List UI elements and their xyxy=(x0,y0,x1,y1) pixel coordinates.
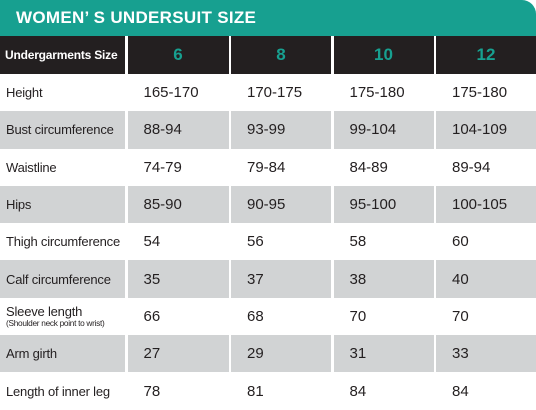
row-label: Sleeve length (Shoulder neck point to wri… xyxy=(0,298,125,335)
size-value: 85-90 xyxy=(127,185,229,224)
size-table: Undergarments Size 6 8 10 12 Height 165-170 170… xyxy=(0,36,536,410)
size-value: 89-94 xyxy=(452,158,491,176)
size-value: 88-94 xyxy=(127,111,229,149)
size-value: 165-170 xyxy=(143,84,199,102)
row-label: Arm girth xyxy=(0,335,125,373)
row-label: Bust circumference xyxy=(0,111,125,149)
row-label: Calf circumference xyxy=(0,260,125,298)
size-value: 90-95 xyxy=(231,185,331,224)
row-label-text: Length of inner leg xyxy=(6,383,110,399)
size-value: 104-109 xyxy=(436,111,536,149)
row-label: Length of inner leg xyxy=(0,372,125,409)
size-value: 54 xyxy=(143,233,161,251)
row-label-text: Waistline xyxy=(6,159,57,175)
row-label: Waistline xyxy=(0,149,125,186)
size-value: 60 xyxy=(452,233,469,251)
size-value: 175-180 xyxy=(349,84,405,102)
size-value: 56 xyxy=(247,233,264,251)
size-header: 6 xyxy=(127,36,229,74)
size-value: 79-84 xyxy=(247,158,286,176)
title: WOMEN’ S UNDERSUIT SIZE xyxy=(0,0,536,36)
row-label-text: Bust circumference xyxy=(6,122,114,138)
size-value: 84-89 xyxy=(349,158,388,176)
row-label-text: Thigh circumference xyxy=(6,234,120,250)
size-value: 70 xyxy=(452,307,469,325)
size-value: 40 xyxy=(436,260,536,298)
size-value: 84 xyxy=(349,382,367,400)
size-value: 35 xyxy=(127,260,229,298)
size-header: 8 xyxy=(231,36,331,74)
size-header: 12 xyxy=(436,36,536,74)
size-value: 81 xyxy=(247,382,264,400)
row-label: Hips xyxy=(0,185,125,224)
row-label-text: Sleeve length xyxy=(6,304,83,320)
header-label: Undergarments Size xyxy=(0,36,125,74)
size-value: 29 xyxy=(231,335,331,373)
size-value: 170-175 xyxy=(247,84,303,102)
size-value: 78 xyxy=(143,382,161,400)
size-value: 33 xyxy=(436,335,536,373)
size-value: 95-100 xyxy=(333,185,434,224)
row-label: Height xyxy=(0,74,125,111)
row-label-text: Hips xyxy=(6,197,32,213)
size-value: 27 xyxy=(127,335,229,373)
row-label-text: Height xyxy=(6,85,43,101)
row-label: Thigh circumference xyxy=(0,223,125,260)
size-value: 58 xyxy=(349,233,367,251)
size-value: 175-180 xyxy=(452,84,508,102)
size-value: 66 xyxy=(143,307,161,325)
size-value: 93-99 xyxy=(231,111,331,149)
size-value: 68 xyxy=(247,307,264,325)
size-value: 37 xyxy=(231,260,331,298)
size-value: 31 xyxy=(333,335,434,373)
size-value: 74-79 xyxy=(143,158,182,176)
size-value: 84 xyxy=(452,382,469,400)
size-value: 99-104 xyxy=(333,111,434,149)
size-value: 38 xyxy=(333,260,434,298)
row-label-text: Arm girth xyxy=(6,346,57,362)
row-note: (Shoulder neck point to wrist) xyxy=(6,318,105,329)
size-value: 100-105 xyxy=(436,185,536,224)
row-label-text: Calf circumference xyxy=(6,271,111,287)
size-value: 70 xyxy=(349,307,367,325)
size-header: 10 xyxy=(333,36,434,74)
